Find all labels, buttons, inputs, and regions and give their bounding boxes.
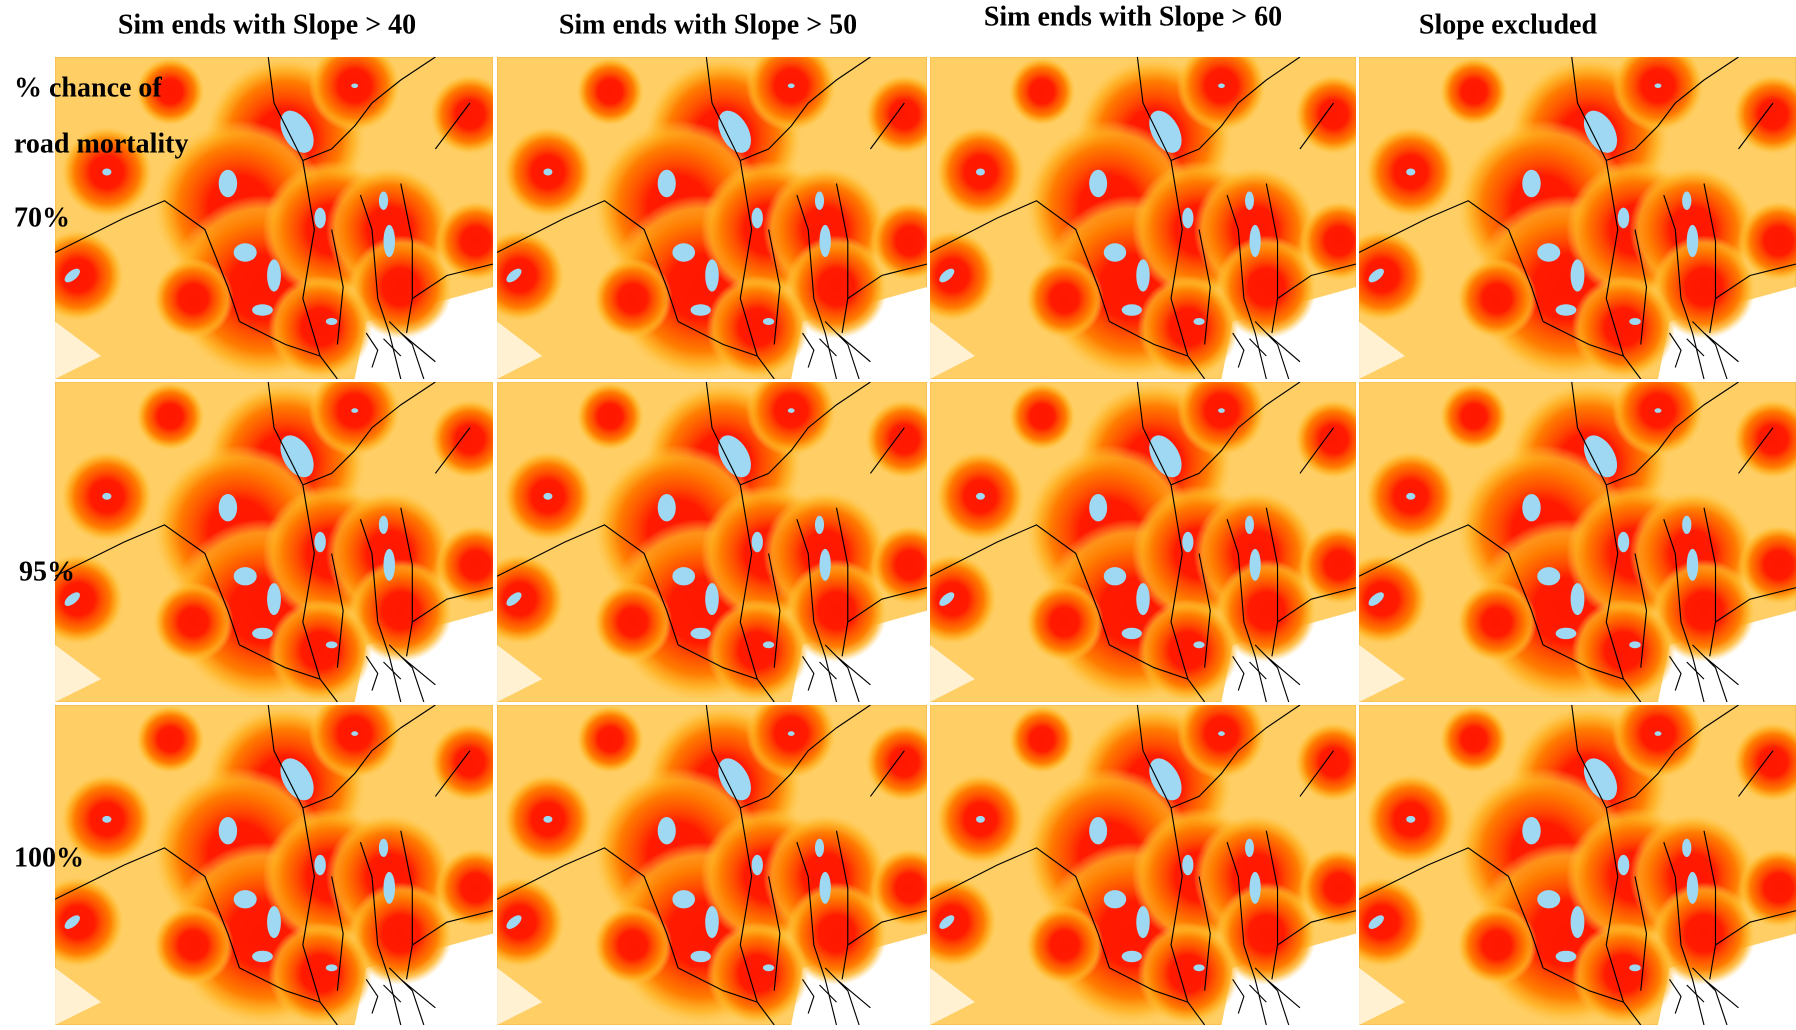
map-panel xyxy=(1359,705,1796,1025)
map-panel xyxy=(55,382,493,702)
column-header: Sim ends with Slope > 60 xyxy=(984,1,1282,32)
map-panel xyxy=(497,705,927,1025)
map-panel xyxy=(55,705,493,1025)
row-label: 100% xyxy=(14,842,84,873)
map-panel xyxy=(1359,57,1796,379)
legend-title: % chance of xyxy=(14,72,162,103)
row-label: 95% xyxy=(19,556,75,587)
map-panel xyxy=(930,382,1356,702)
row-label: 70% xyxy=(14,202,70,233)
map-panel xyxy=(930,705,1356,1025)
column-header: Slope excluded xyxy=(1419,9,1598,40)
map-panel xyxy=(930,57,1356,379)
column-header: Sim ends with Slope > 50 xyxy=(559,9,857,40)
map-grid xyxy=(55,57,1796,1025)
map-panel xyxy=(1359,382,1796,702)
map-panel xyxy=(497,382,927,702)
column-header: Sim ends with Slope > 40 xyxy=(118,9,416,40)
map-panel xyxy=(497,57,927,379)
legend-title: road mortality xyxy=(14,128,188,159)
